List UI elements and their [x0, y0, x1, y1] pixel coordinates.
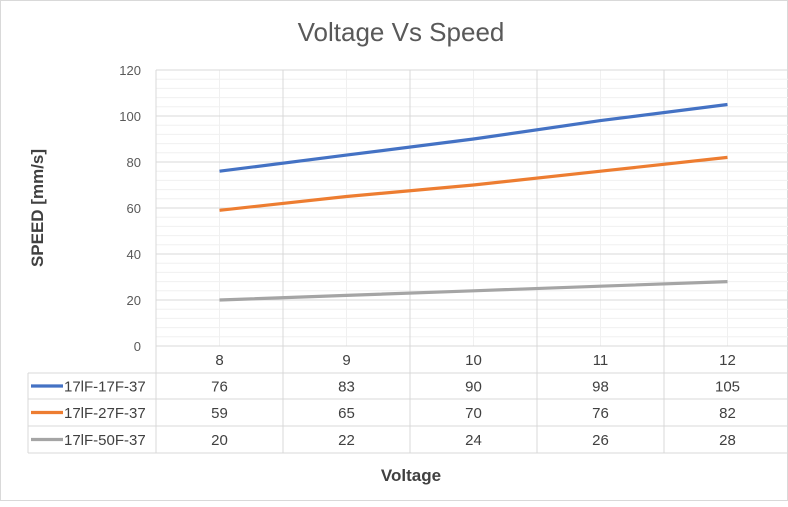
table-cell-value: 59 [211, 405, 228, 422]
series-line [219, 280, 728, 302]
x-axis-label: Voltage [381, 466, 441, 485]
y-tick-label: 120 [119, 63, 141, 78]
y-tick-label: 100 [119, 109, 141, 124]
y-tick-label: 40 [127, 247, 141, 262]
table-cell-value: 70 [465, 405, 482, 422]
y-tick-label: 60 [127, 201, 141, 216]
table-cell-value: 105 [715, 379, 740, 396]
y-tick-label: 80 [127, 155, 141, 170]
series-line [219, 102, 728, 173]
table-cell-value: 98 [592, 379, 609, 396]
table-cell-value: 24 [465, 432, 482, 449]
table-cell-value: 83 [338, 379, 355, 396]
table-cell-value: 22 [338, 432, 355, 449]
table-cell-value: 65 [338, 405, 355, 422]
legend-label: 17lF-50F-37 [64, 432, 146, 449]
x-category-label: 9 [342, 352, 350, 369]
table-cell-value: 28 [719, 432, 736, 449]
data-table: 8 9 10 11 12 17lF-17F-37 76 83 90 98 105 17lF-27F-3… [27, 346, 788, 454]
table-cell-value: 76 [592, 405, 609, 422]
x-category-label: 8 [215, 352, 223, 369]
table-cell-value: 20 [211, 432, 228, 449]
legend-label: 17lF-17F-37 [64, 379, 146, 396]
chart-title: Voltage Vs Speed [298, 17, 505, 47]
x-category-label: 11 [593, 352, 609, 369]
series-lines [219, 102, 728, 302]
y-tick-label: 0 [134, 339, 141, 354]
series-line [219, 155, 728, 212]
x-category-label: 10 [465, 352, 482, 369]
y-axis-label: SPEED [mm/s] [28, 149, 47, 267]
table-cell-value: 26 [592, 432, 609, 449]
table-cell-value: 90 [465, 379, 482, 396]
table-cell-value: 82 [719, 405, 736, 422]
legend-label: 17lF-27F-37 [64, 405, 146, 422]
gridlines: 0 20 40 60 80 100 120 [119, 63, 788, 354]
x-category-label: 12 [719, 352, 736, 369]
y-tick-label: 20 [127, 293, 141, 308]
table-cell-value: 76 [211, 379, 228, 396]
